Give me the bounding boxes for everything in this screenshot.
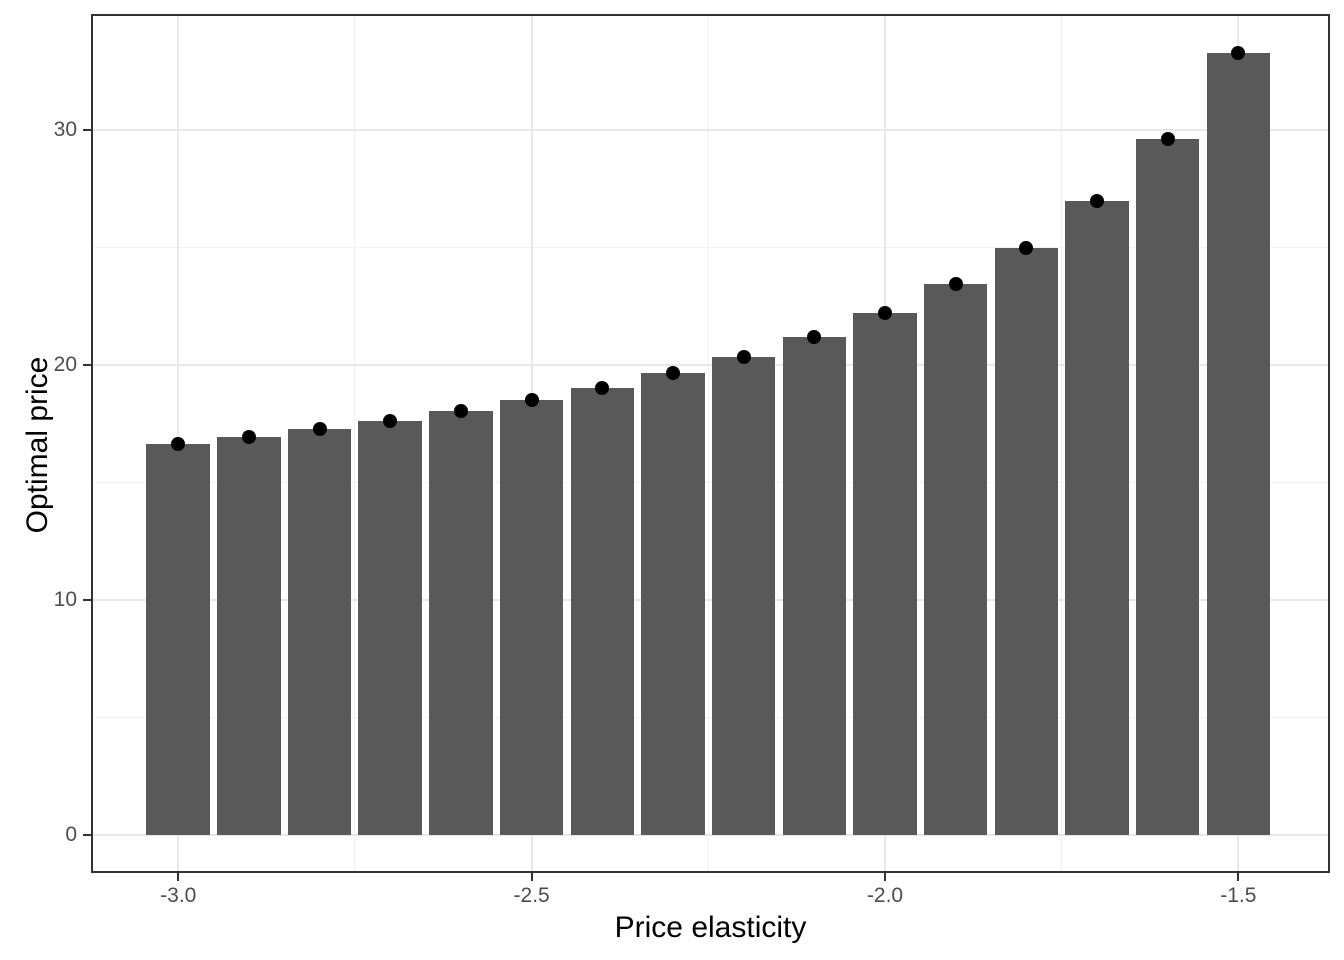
y-minor-gridline: [91, 481, 1330, 483]
bar: [923, 284, 988, 835]
x-axis-title: Price elasticity: [614, 911, 807, 944]
x-tick-label: -3.0: [160, 884, 197, 907]
x-minor-gridline: [707, 13, 709, 873]
bar: [853, 313, 917, 835]
data-point: [383, 413, 398, 428]
bar: [217, 436, 281, 835]
bar: [146, 443, 211, 835]
y-tick-label: 10: [53, 587, 77, 611]
x-axis-tick: [177, 873, 180, 881]
bar: [1206, 52, 1271, 835]
y-axis-tick: [83, 129, 91, 132]
bar: [711, 356, 776, 835]
data-point: [171, 436, 186, 451]
y-tick-label: 0: [65, 822, 77, 846]
data-point: [312, 422, 327, 437]
bar: [499, 400, 564, 835]
bar: [358, 420, 423, 835]
data-point: [453, 404, 468, 419]
x-axis-tick: [883, 873, 886, 881]
x-tick-label: -2.5: [513, 884, 550, 907]
x-tick-label: -1.5: [1220, 884, 1257, 907]
data-point: [1231, 45, 1246, 60]
y-major-gridline: [91, 598, 1330, 601]
bar: [570, 387, 635, 835]
data-point: [877, 306, 892, 321]
y-major-gridline: [91, 364, 1330, 366]
y-major-gridline: [91, 833, 1330, 836]
x-tick-label: -2.0: [866, 884, 904, 907]
data-point: [241, 429, 256, 444]
y-major-gridline: [91, 129, 1330, 132]
bar: [287, 429, 352, 835]
data-point: [1089, 194, 1104, 209]
x-minor-gridline: [1061, 13, 1063, 873]
y-tick-label: 30: [53, 118, 77, 142]
y-axis-tick: [83, 364, 91, 366]
y-tick-label: 20: [53, 353, 77, 376]
plot-panel-border: [91, 13, 1330, 873]
y-axis-tick: [83, 833, 91, 836]
bar: [782, 337, 847, 835]
y-minor-gridline: [91, 247, 1330, 249]
x-axis-tick: [1237, 873, 1240, 881]
y-axis-title: Optimal price: [21, 356, 54, 534]
data-point: [665, 366, 680, 381]
data-point: [736, 349, 751, 364]
bar: [429, 411, 493, 835]
y-minor-gridline: [91, 716, 1330, 718]
y-axis-tick: [83, 598, 91, 601]
data-point: [1019, 240, 1034, 255]
bar: [1135, 139, 1200, 835]
data-point: [524, 393, 539, 408]
x-minor-gridline: [354, 13, 356, 873]
bar: [1065, 201, 1129, 835]
data-point: [948, 277, 963, 292]
bar: [641, 373, 705, 835]
x-axis-tick: [530, 873, 533, 881]
data-point: [807, 330, 822, 345]
bar: [994, 247, 1059, 835]
data-point: [1160, 132, 1175, 147]
data-point: [595, 380, 610, 395]
